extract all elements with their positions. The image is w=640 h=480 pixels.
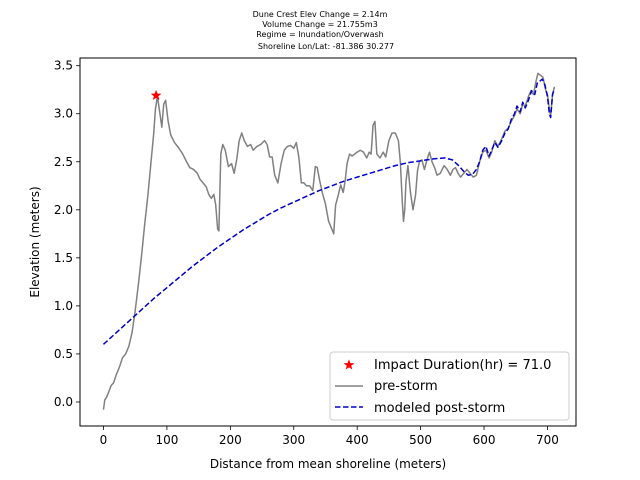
x-tick-label: 700 bbox=[536, 433, 559, 447]
y-tick-label: 3.0 bbox=[54, 107, 73, 121]
x-tick-label: 300 bbox=[282, 433, 305, 447]
y-tick-label: 1.0 bbox=[54, 299, 73, 313]
title-line-3: Shoreline Lon/Lat: -81.386 30.277 bbox=[258, 42, 394, 51]
x-axis-label: Distance from mean shoreline (meters) bbox=[210, 457, 446, 471]
legend-star-marker bbox=[343, 359, 355, 370]
chart-title: Dune Crest Elev Change = 2.14m Volume Ch… bbox=[253, 10, 394, 51]
title-line-2: Regime = Inundation/Overwash bbox=[256, 30, 383, 39]
legend-box bbox=[329, 351, 570, 421]
x-tick-label: 600 bbox=[473, 433, 496, 447]
series-line-modeled-post-storm bbox=[102, 78, 556, 345]
y-tick-label: 2.5 bbox=[54, 155, 73, 169]
x-tick-label: 400 bbox=[346, 433, 369, 447]
x-tick-label: 500 bbox=[409, 433, 432, 447]
legend-entry-post-storm: modeled post-storm bbox=[374, 401, 505, 416]
plot-frame bbox=[79, 57, 577, 427]
y-axis-label: Elevation (meters) bbox=[28, 186, 42, 297]
series-line-pre-storm bbox=[102, 72, 556, 410]
y-tick-label: 1.5 bbox=[54, 251, 73, 265]
y-tick-label: 2.0 bbox=[54, 203, 73, 217]
impact-star-marker bbox=[150, 89, 162, 101]
y-axis: 0.0 0.5 1.0 1.5 2.0 2.5 3.0 3.5 bbox=[54, 59, 80, 409]
x-tick-label: 0 bbox=[100, 433, 108, 447]
title-line-1: Volume Change = 21.755m3 bbox=[262, 20, 378, 29]
x-tick-label: 100 bbox=[155, 433, 178, 447]
legend-entry-marker: Impact Duration(hr) = 71.0 bbox=[374, 358, 551, 373]
y-tick-label: 3.5 bbox=[54, 59, 73, 73]
legend: Impact Duration(hr) = 71.0 pre-storm mod… bbox=[329, 351, 570, 421]
plot-area bbox=[79, 57, 577, 427]
x-tick-label: 200 bbox=[219, 433, 242, 447]
title-line-0: Dune Crest Elev Change = 2.14m bbox=[253, 10, 388, 19]
x-axis: 0 100 200 300 400 500 600 700 bbox=[100, 426, 559, 447]
y-tick-label: 0.5 bbox=[54, 347, 73, 361]
y-tick-label: 0.0 bbox=[54, 395, 73, 409]
legend-entry-pre-storm: pre-storm bbox=[374, 379, 438, 394]
